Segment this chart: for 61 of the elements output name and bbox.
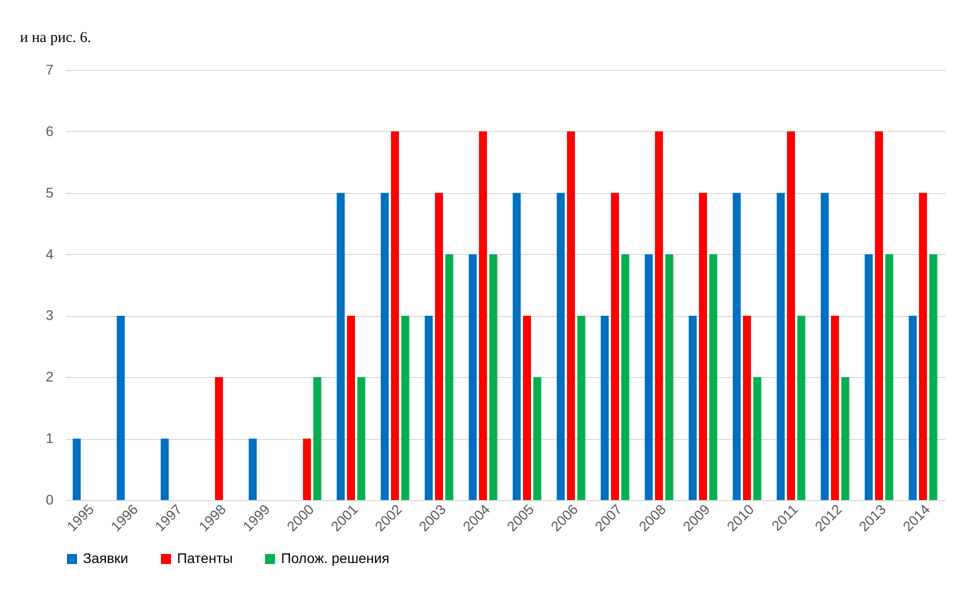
bar [577, 316, 586, 500]
y-tick-label: 3 [46, 307, 54, 324]
bar [533, 377, 542, 500]
bar [709, 254, 718, 500]
bar [347, 316, 355, 500]
bar [380, 192, 389, 500]
y-tick-label: 2 [46, 368, 54, 385]
legend-label: Заявки [83, 550, 128, 566]
bar [479, 131, 487, 500]
bar [875, 131, 883, 500]
bar [787, 131, 795, 500]
bar [621, 254, 630, 500]
bar [303, 438, 311, 500]
bar [753, 377, 762, 500]
bar [665, 254, 674, 500]
y-tick-label: 4 [46, 246, 54, 262]
bar [489, 254, 498, 500]
bar [391, 131, 399, 500]
bar [644, 254, 653, 500]
text: и на рис. 6. [20, 30, 92, 46]
bar [313, 377, 322, 500]
bar [401, 316, 410, 500]
bar [445, 254, 454, 500]
legend-label: Патенты [177, 550, 233, 566]
bar [116, 316, 125, 500]
bar [600, 316, 609, 500]
y-tick-label: 0 [46, 492, 54, 508]
bar [512, 192, 521, 500]
bar [908, 316, 917, 500]
bar [655, 131, 663, 500]
bar [885, 254, 894, 500]
bar [820, 192, 829, 500]
bar [336, 192, 345, 500]
bar [215, 377, 223, 500]
legend-label: Полож. решения [281, 550, 390, 566]
bar [72, 438, 81, 500]
bar [841, 377, 850, 500]
bar [929, 254, 938, 500]
y-tick-label: 6 [46, 122, 54, 139]
bar [688, 316, 697, 500]
bar [435, 192, 443, 500]
bar [357, 377, 366, 500]
bar [831, 316, 839, 500]
bar [776, 192, 785, 500]
bar [732, 192, 741, 500]
bar [556, 192, 565, 500]
bar [743, 316, 751, 500]
bar [919, 192, 927, 500]
bar [424, 316, 433, 500]
bar [160, 438, 169, 500]
y-tick-label: 1 [46, 430, 54, 446]
bar [864, 254, 873, 500]
bar [699, 192, 707, 500]
bar [248, 438, 257, 500]
bar [611, 192, 619, 500]
bar [468, 254, 477, 500]
y-tick-label: 5 [46, 184, 54, 200]
bar [523, 316, 531, 500]
y-tick-label: 7 [46, 62, 54, 78]
bar [797, 316, 806, 500]
bar [567, 131, 575, 500]
